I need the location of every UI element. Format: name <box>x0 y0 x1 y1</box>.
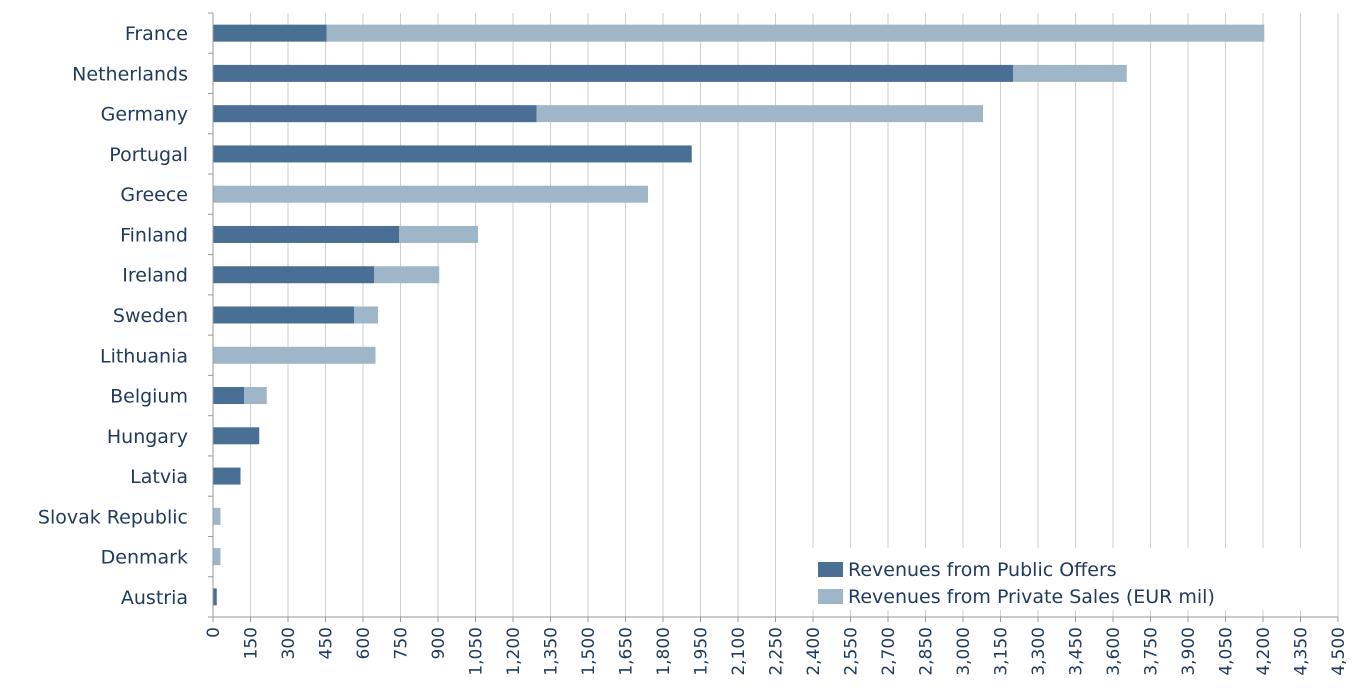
x-tick-label: 3,600 <box>1104 627 1124 676</box>
bar-private-sales <box>213 185 648 203</box>
category-label: Sweden <box>113 305 188 327</box>
x-tick-label: 2,850 <box>917 627 937 676</box>
category-label: Latvia <box>130 466 188 488</box>
category-label: France <box>125 23 188 45</box>
bar-private-sales <box>536 105 983 123</box>
bar-public-offers <box>213 467 241 485</box>
x-tick-label: 1,350 <box>542 627 562 676</box>
x-tick-label: 3,300 <box>1029 627 1049 676</box>
category-label: Ireland <box>122 265 188 287</box>
category-label: Hungary <box>107 426 188 448</box>
x-tick-label: 3,450 <box>1067 627 1087 676</box>
x-tick-label: 1,050 <box>467 627 487 676</box>
category-label: Denmark <box>101 547 188 569</box>
x-tick-label: 2,700 <box>879 627 899 676</box>
legend-swatch <box>818 562 843 577</box>
legend: Revenues from Public Offers Revenues from… <box>776 548 1306 610</box>
x-tick-label: 4,050 <box>1217 627 1237 676</box>
axes <box>208 12 1339 622</box>
category-label: Belgium <box>110 386 188 408</box>
legend-background <box>776 548 1306 610</box>
bar-public-offers <box>213 105 537 123</box>
category-label: Slovak Republic <box>38 506 188 528</box>
category-label: Portugal <box>109 144 188 166</box>
bars <box>213 24 1265 606</box>
bar-public-offers <box>213 588 217 606</box>
x-tick-label: 2,550 <box>842 627 862 676</box>
x-tick-label: 3,150 <box>992 627 1012 676</box>
x-tick-label: 1,650 <box>617 627 637 676</box>
legend-swatch <box>818 589 843 604</box>
labels: 0 150 300 450 600 750 900 1,050 1,200 1,350 1,500 1… <box>38 23 1349 676</box>
bar-public-offers <box>213 64 1013 82</box>
bar-private-sales <box>374 266 440 284</box>
x-tick-label: 4,350 <box>1292 627 1312 676</box>
category-label: Netherlands <box>72 63 188 85</box>
x-tick-label: 300 <box>279 627 299 659</box>
legend-label: Revenues from Public Offers <box>848 559 1117 581</box>
bar-private-sales <box>399 225 478 243</box>
x-tick-label: 3,750 <box>1142 627 1162 676</box>
category-label: Greece <box>120 184 188 206</box>
category-label: Finland <box>120 224 188 246</box>
legend-label: Revenues from Private Sales (EUR mil) <box>848 586 1215 608</box>
bar-private-sales <box>213 346 376 364</box>
x-tick-label: 1,500 <box>579 627 599 676</box>
x-tick-label: 900 <box>429 627 449 659</box>
bar-public-offers <box>213 387 245 405</box>
x-tick-label: 4,200 <box>1254 627 1274 676</box>
x-tick-label: 4,500 <box>1329 627 1349 676</box>
category-label: Lithuania <box>100 345 188 367</box>
bar-private-sales <box>326 24 1265 42</box>
x-tick-label: 150 <box>242 627 262 659</box>
x-tick-label: 1,950 <box>692 627 712 676</box>
category-label: Germany <box>101 104 188 126</box>
bar-public-offers <box>213 225 400 243</box>
x-tick-label: 0 <box>204 627 224 638</box>
x-tick-label: 2,100 <box>729 627 749 676</box>
bar-private-sales <box>213 507 221 525</box>
x-tick-label: 450 <box>317 627 337 659</box>
bar-private-sales <box>1013 64 1127 82</box>
x-tick-label: 750 <box>392 627 412 659</box>
x-tick-label: 3,000 <box>954 627 974 676</box>
bar-public-offers <box>213 145 692 163</box>
grid <box>250 13 1339 617</box>
bar-private-sales <box>213 548 221 566</box>
bar-public-offers <box>213 306 355 324</box>
bar-private-sales <box>354 306 378 324</box>
x-tick-label: 3,900 <box>1179 627 1199 676</box>
bar-public-offers <box>213 427 260 445</box>
bar-private-sales <box>244 387 267 405</box>
category-label: Austria <box>121 587 188 609</box>
x-tick-label: 1,800 <box>654 627 674 676</box>
x-tick-label: 2,400 <box>804 627 824 676</box>
x-tick-label: 1,200 <box>504 627 524 676</box>
x-tick-label: 600 <box>354 627 374 659</box>
bar-public-offers <box>213 24 327 42</box>
bar-public-offers <box>213 266 375 284</box>
x-tick-label: 2,250 <box>767 627 787 676</box>
